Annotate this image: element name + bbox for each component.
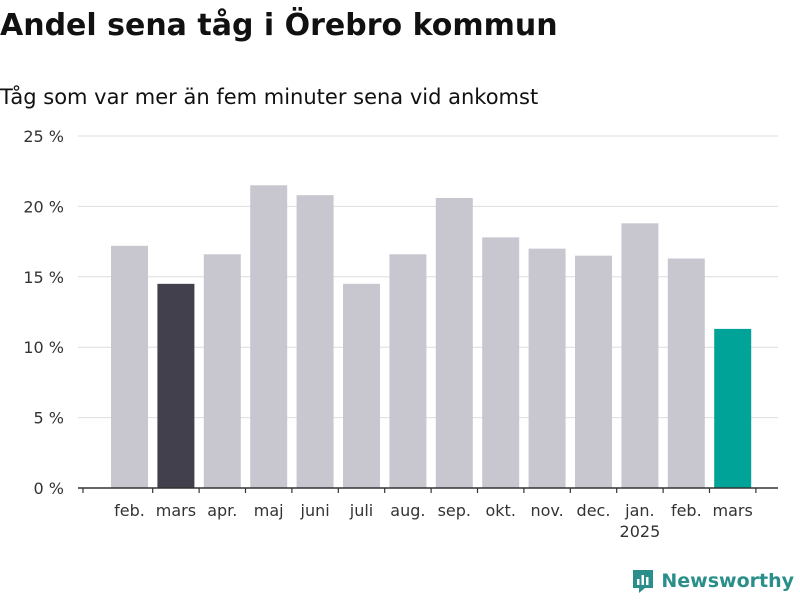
bar xyxy=(621,223,659,488)
y-tick-label: 10 % xyxy=(23,338,64,357)
x-tick-label: feb. xyxy=(671,501,702,520)
bar xyxy=(714,328,752,488)
y-tick-label: 5 % xyxy=(34,409,64,428)
bar xyxy=(667,258,705,488)
bar xyxy=(343,283,380,488)
bar-chart: 0 % 5 % 10 % 15 % 20 % 25 % feb. mars apr. maj jun… xyxy=(23,127,778,541)
bar xyxy=(157,283,195,488)
x-tick-label: apr. xyxy=(207,501,237,520)
y-tick-label: 0 % xyxy=(34,479,64,498)
x-tick-label: juli xyxy=(349,501,373,520)
x-tick-label: feb. xyxy=(114,501,145,520)
x-tick-label: maj xyxy=(254,501,284,520)
x-tick-label: okt. xyxy=(485,501,515,520)
bar xyxy=(575,255,612,488)
x-tick-label: jan. xyxy=(624,501,654,520)
x-tick-label: nov. xyxy=(530,501,563,520)
bar xyxy=(203,254,241,488)
x-tick-label: mars xyxy=(156,501,196,520)
y-tick-label: 15 % xyxy=(23,268,64,287)
x-tick-label: juni xyxy=(300,501,330,520)
x-tick-label: sep. xyxy=(438,501,471,520)
bar xyxy=(111,245,148,488)
brand-name: Newsworthy xyxy=(661,570,794,592)
y-tick-label: 20 % xyxy=(23,197,64,216)
bar xyxy=(482,237,520,488)
chart-subtitle: Tåg som var mer än fem minuter sena vid … xyxy=(0,85,539,109)
bar xyxy=(296,195,334,489)
bar xyxy=(250,185,288,488)
bar xyxy=(528,248,566,488)
newsworthy-logo-icon xyxy=(633,570,654,593)
x-tick-label: dec. xyxy=(577,501,611,520)
x-tick-sublabel: 2025 xyxy=(620,522,661,541)
x-tick-label: mars xyxy=(713,501,753,520)
chart-title: Andel sena tåg i Örebro kommun xyxy=(0,8,558,43)
y-tick-label: 25 % xyxy=(23,127,64,146)
bar xyxy=(435,197,473,488)
x-tick-label: aug. xyxy=(390,501,425,520)
bar xyxy=(389,254,427,488)
brand-logo: Newsworthy xyxy=(631,568,794,594)
